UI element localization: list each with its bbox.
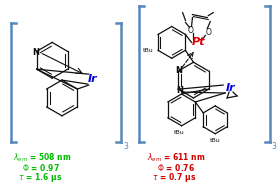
Text: N: N <box>175 66 183 75</box>
Text: $\Phi$ = 0.76: $\Phi$ = 0.76 <box>157 162 195 173</box>
Text: 3: 3 <box>123 142 128 151</box>
Text: O: O <box>188 26 193 35</box>
Text: Ir: Ir <box>226 83 236 93</box>
Text: O: O <box>205 28 211 37</box>
Text: $\lambda_{em}$ = 508 nm: $\lambda_{em}$ = 508 nm <box>13 152 71 164</box>
Text: $\tau$ = 1.6 μs: $\tau$ = 1.6 μs <box>19 171 63 184</box>
Text: $\tau$ = 0.7 μs: $\tau$ = 0.7 μs <box>152 171 196 184</box>
Text: Ir: Ir <box>88 74 98 84</box>
Text: $\lambda_{em}$ = 611 nm: $\lambda_{em}$ = 611 nm <box>147 152 205 164</box>
Text: N: N <box>32 48 39 57</box>
Text: tBu: tBu <box>142 48 153 53</box>
Text: 3: 3 <box>272 142 276 151</box>
Text: Pt: Pt <box>192 37 205 47</box>
Text: $\Phi$ = 0.97: $\Phi$ = 0.97 <box>23 162 60 173</box>
Text: N: N <box>177 86 183 94</box>
Text: tBu: tBu <box>210 138 221 143</box>
Text: tBu: tBu <box>174 130 185 135</box>
